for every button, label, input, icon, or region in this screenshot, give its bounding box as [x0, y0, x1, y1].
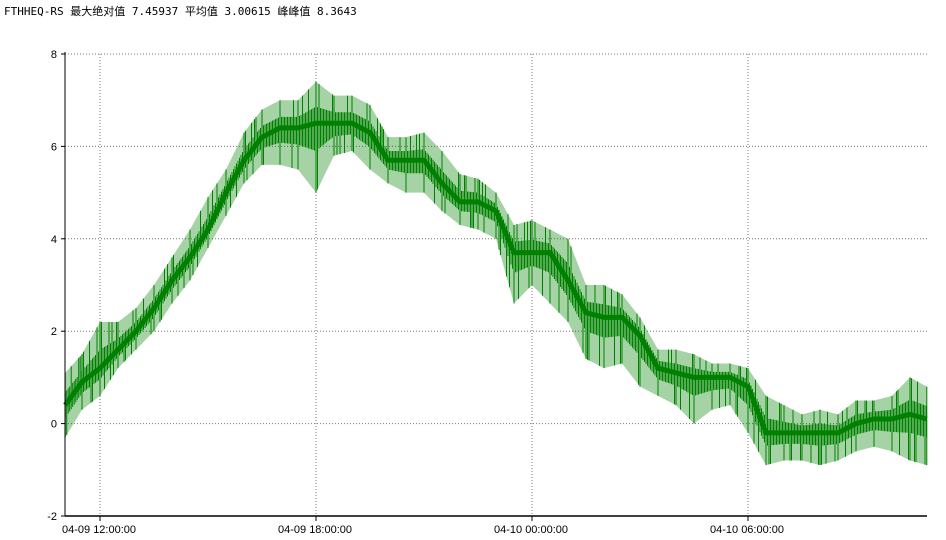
x-tick-label: 04-10 06:00:00 — [710, 524, 784, 536]
series-envelope — [65, 81, 927, 466]
x-tick-label: 04-09 12:00:00 — [62, 524, 136, 536]
y-tick-label: -2 — [47, 511, 57, 523]
y-tick-label: 0 — [51, 419, 57, 431]
series-line — [63, 120, 928, 436]
chart-title: FTHHEQ-RS 最大绝对值 7.45937 平均值 3.00615 峰峰值 … — [4, 5, 357, 18]
y-tick-label: 4 — [51, 234, 57, 246]
y-tick-label: 2 — [51, 326, 57, 338]
x-tick-label: 04-09 18:00:00 — [278, 524, 352, 536]
y-tick-label: 6 — [51, 141, 57, 153]
y-tick-label: 8 — [51, 49, 57, 61]
x-tick-label: 04-10 00:00:00 — [494, 524, 568, 536]
